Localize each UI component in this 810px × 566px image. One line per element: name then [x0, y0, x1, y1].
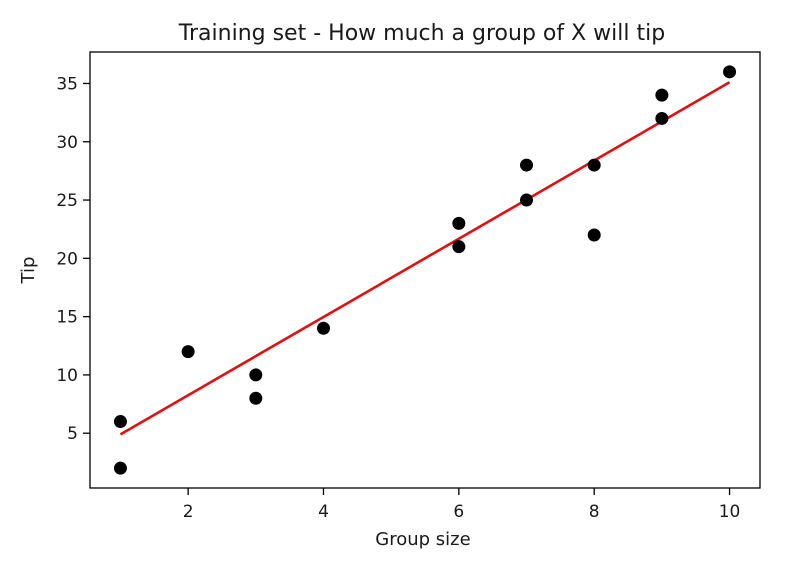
x-tick-label: 8: [589, 502, 600, 522]
data-point: [520, 158, 534, 172]
data-point: [249, 391, 263, 405]
data-points: [113, 65, 737, 475]
data-point: [723, 65, 737, 79]
x-tick-label: 4: [318, 502, 329, 522]
data-point: [113, 461, 127, 475]
y-tick-label: 5: [67, 424, 78, 444]
data-point: [655, 88, 669, 102]
data-point: [520, 193, 534, 207]
axes-frame: [89, 51, 761, 489]
regression-line-group: [119, 81, 731, 436]
data-point: [249, 368, 263, 382]
data-point: [655, 111, 669, 125]
y-axis-ticks: 5 10 15 20 25 30 35: [56, 74, 90, 444]
data-point: [587, 158, 601, 172]
y-tick-label: 15: [56, 308, 78, 328]
chart-title: Training set - How much a group of X wil…: [178, 21, 665, 46]
regression-line: [119, 81, 731, 436]
y-axis-label: Tip: [18, 257, 39, 285]
plot-area: 2 4 6 8 10 5 10 15 20 25 30 35: [56, 51, 761, 522]
x-tick-label: 2: [183, 502, 194, 522]
data-point: [316, 321, 330, 335]
x-tick-label: 10: [719, 502, 741, 522]
y-tick-label: 20: [56, 249, 78, 269]
x-tick-label: 6: [453, 502, 464, 522]
y-tick-label: 10: [56, 366, 78, 386]
data-point: [181, 345, 195, 359]
data-point: [452, 216, 466, 230]
x-axis-label: Group size: [375, 529, 470, 550]
y-tick-label: 35: [56, 74, 78, 94]
y-tick-label: 25: [56, 191, 78, 211]
data-point: [587, 228, 601, 242]
data-point: [452, 240, 466, 254]
data-point: [113, 415, 127, 429]
x-axis-ticks: 2 4 6 8 10: [183, 488, 741, 522]
y-tick-label: 30: [56, 133, 78, 153]
